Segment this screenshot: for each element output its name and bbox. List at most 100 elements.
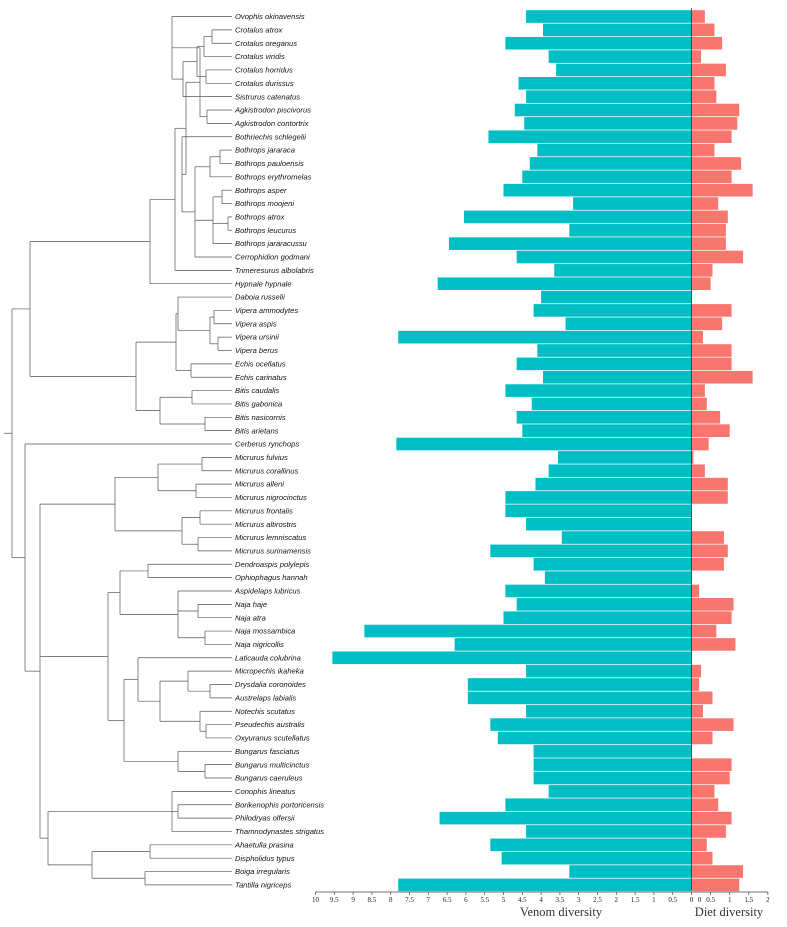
venom-bar <box>488 130 692 144</box>
species-label: Vipera ammodytes <box>235 306 298 315</box>
venom-tick-label: 8 <box>389 896 393 904</box>
venom-bar <box>514 103 692 117</box>
venom-bar <box>364 624 692 638</box>
venom-tick-label: 0.5 <box>668 896 677 904</box>
diet-bar <box>691 36 723 50</box>
diet-bar <box>691 411 721 424</box>
venom-bar <box>522 424 692 437</box>
species-label: Micrurus alleni <box>235 480 284 489</box>
species-label: Crotalus durissus <box>235 79 294 88</box>
x-axis: 10 9.5 9 8.5 8 7.5 7 6.5 6 5.5 5 4.5 4 3.5 3 2.5 2 1.5 1 0.… <box>312 8 770 904</box>
species-label: Cerberus rynchops <box>235 440 299 449</box>
species-label: Bitis gabonica <box>235 400 282 409</box>
venom-bar <box>526 704 692 718</box>
diet-bar <box>691 277 711 290</box>
species-label: Micrurus frontalis <box>235 506 293 515</box>
species-label: Dispholidus typus <box>235 854 295 863</box>
species-label: Borikenophis portoricensis <box>235 800 324 809</box>
venom-bar <box>526 10 692 23</box>
species-label: Vipera aspis <box>235 319 277 328</box>
diet-bar <box>691 557 724 571</box>
venom-bar <box>505 798 692 812</box>
diet-bar <box>691 63 726 77</box>
venom-bar <box>537 344 692 357</box>
diet-bar <box>691 157 742 170</box>
diet-bar <box>691 344 732 357</box>
diet-bar <box>691 691 713 705</box>
venom-bar <box>398 878 692 892</box>
venom-bar <box>448 237 692 250</box>
venom-tick-label: 4 <box>539 896 543 904</box>
venom-bar <box>533 771 692 785</box>
diet-bar <box>691 771 730 785</box>
diet-bar <box>691 584 700 598</box>
venom-bar <box>542 370 692 384</box>
venom-tick-label: 2 <box>615 896 619 904</box>
venom-bar <box>548 785 692 798</box>
venom-bar <box>533 557 692 571</box>
venom-tick-label: 6.5 <box>443 896 452 904</box>
species-label: Bitis nasicornis <box>235 413 286 422</box>
species-label: Crotalus atrox <box>235 25 283 34</box>
venom-bar <box>548 50 692 63</box>
diet-bar <box>691 357 732 371</box>
venom-bar <box>533 304 692 317</box>
venom-bar <box>332 651 692 665</box>
venom-tick-label: 1.5 <box>631 896 640 904</box>
diet-bar <box>691 464 705 478</box>
diet-bar <box>691 23 715 37</box>
diet-bar <box>691 397 707 411</box>
species-label: Thamnodynastes strigatus <box>235 827 324 836</box>
venom-bar <box>505 36 692 50</box>
species-label: Bothrops pauloensis <box>235 159 304 168</box>
venom-bar <box>522 170 692 184</box>
diet-tick-label: 1 <box>728 896 732 904</box>
diet-bar <box>691 704 703 718</box>
diet-bar <box>691 237 726 250</box>
species-label: Philodryas olfersii <box>235 814 295 823</box>
diet-bar <box>691 811 732 825</box>
species-label: Bungarus fasciatus <box>235 747 300 756</box>
diet-bar <box>691 825 726 838</box>
species-label: Vipera ursinii <box>235 333 279 342</box>
venom-bar <box>569 865 692 878</box>
species-label: Ovophis okinavensis <box>235 12 305 21</box>
venom-bar <box>503 183 692 197</box>
diet-bar <box>691 851 713 865</box>
venom-bar <box>533 758 692 771</box>
diet-bar <box>691 143 715 157</box>
species-label: Bitis caudalis <box>235 386 280 395</box>
species-label: Austrelaps labialis <box>234 693 296 702</box>
species-label: Naja mossambica <box>235 627 295 636</box>
diet-bar <box>691 183 753 197</box>
venom-bar <box>573 197 692 210</box>
diet-bar <box>691 264 713 277</box>
diet-bar <box>691 384 705 397</box>
species-label: Vipera berus <box>235 346 278 355</box>
venom-bar <box>542 23 692 37</box>
diet-bar <box>691 424 730 437</box>
diet-bar <box>691 10 705 23</box>
venom-bar <box>439 811 692 825</box>
venom-bar <box>497 731 692 745</box>
venom-tick-label: 1 <box>652 896 656 904</box>
species-label: Micrurus lemniscatus <box>235 533 307 542</box>
venom-bar <box>558 451 692 464</box>
species-label: Aspidelaps lubricus <box>234 587 301 596</box>
venom-tick-label: 9.5 <box>330 896 339 904</box>
species-label: Ophiophagus hannah <box>235 573 308 582</box>
venom-bar <box>524 117 692 130</box>
venom-tick-label: 4.5 <box>518 896 527 904</box>
venom-bar <box>526 825 692 838</box>
species-label: Micrurus corallinus <box>235 466 299 475</box>
species-label: Naja nigricollis <box>235 640 284 649</box>
diet-bar <box>691 330 703 344</box>
venom-bar <box>556 63 692 77</box>
species-label: Boiga irregularis <box>235 867 290 876</box>
diet-bar <box>691 103 740 117</box>
species-label: Ahaetulla prasina <box>234 840 294 849</box>
venom-bar <box>533 745 692 758</box>
species-label: Naja atra <box>235 613 266 622</box>
diet-bar <box>691 210 728 224</box>
